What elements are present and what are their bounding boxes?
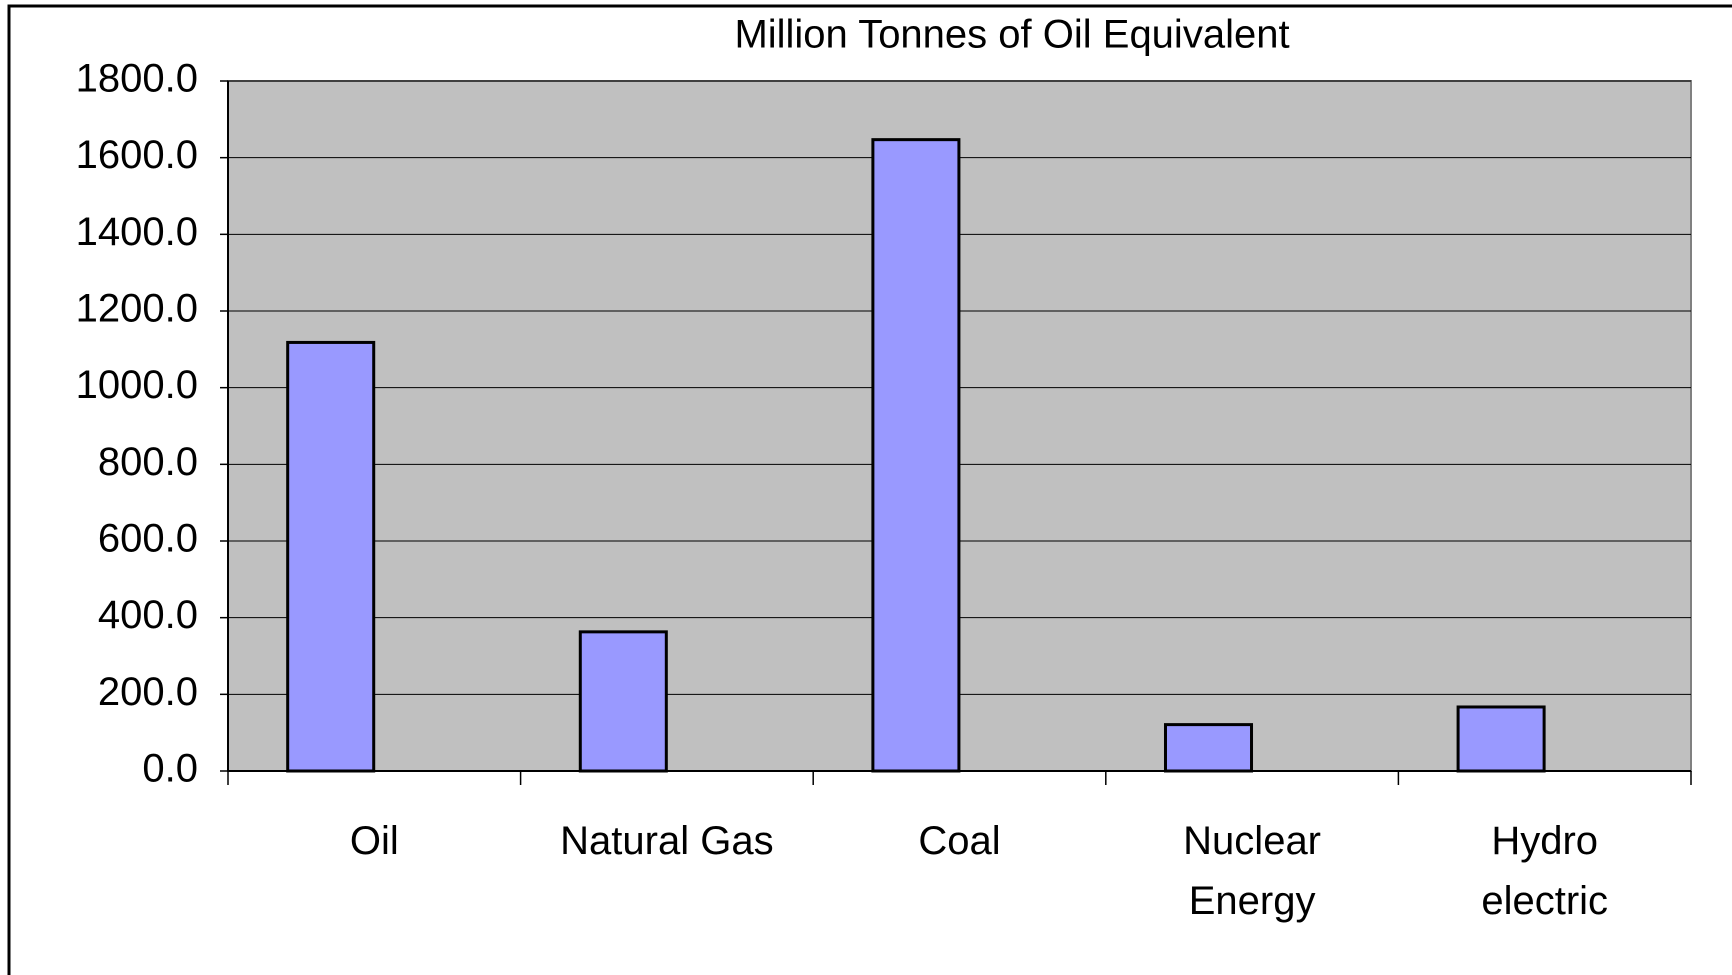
y-tick-label: 200.0 bbox=[98, 670, 198, 714]
bar bbox=[578, 630, 668, 773]
y-tick-label: 800.0 bbox=[98, 440, 198, 484]
y-tick-label: 1400.0 bbox=[76, 210, 198, 254]
x-tick-label: Hydro electric bbox=[1481, 819, 1609, 923]
bar bbox=[1456, 705, 1546, 773]
y-tick-label: 1800.0 bbox=[76, 57, 198, 101]
bar bbox=[286, 340, 376, 773]
y-tick-label: 1000.0 bbox=[76, 363, 198, 407]
y-tick-label: 1200.0 bbox=[76, 287, 198, 331]
x-tick-label: Oil bbox=[349, 819, 399, 863]
y-tick-label: 600.0 bbox=[98, 517, 198, 561]
x-tick-label: Natural Gas bbox=[560, 819, 774, 863]
chart-border bbox=[7, 4, 1732, 975]
bar bbox=[1163, 723, 1254, 773]
chart-title: Million Tonnes of Oil Equivalent bbox=[734, 13, 1289, 57]
x-tick-label: Nuclear Energy bbox=[1183, 819, 1322, 923]
y-tick-label: 1600.0 bbox=[76, 133, 198, 177]
y-tick-label: 0.0 bbox=[142, 747, 198, 791]
x-tick-label: Coal bbox=[918, 819, 1001, 863]
y-tick-label: 400.0 bbox=[98, 593, 198, 637]
bar bbox=[871, 138, 961, 773]
